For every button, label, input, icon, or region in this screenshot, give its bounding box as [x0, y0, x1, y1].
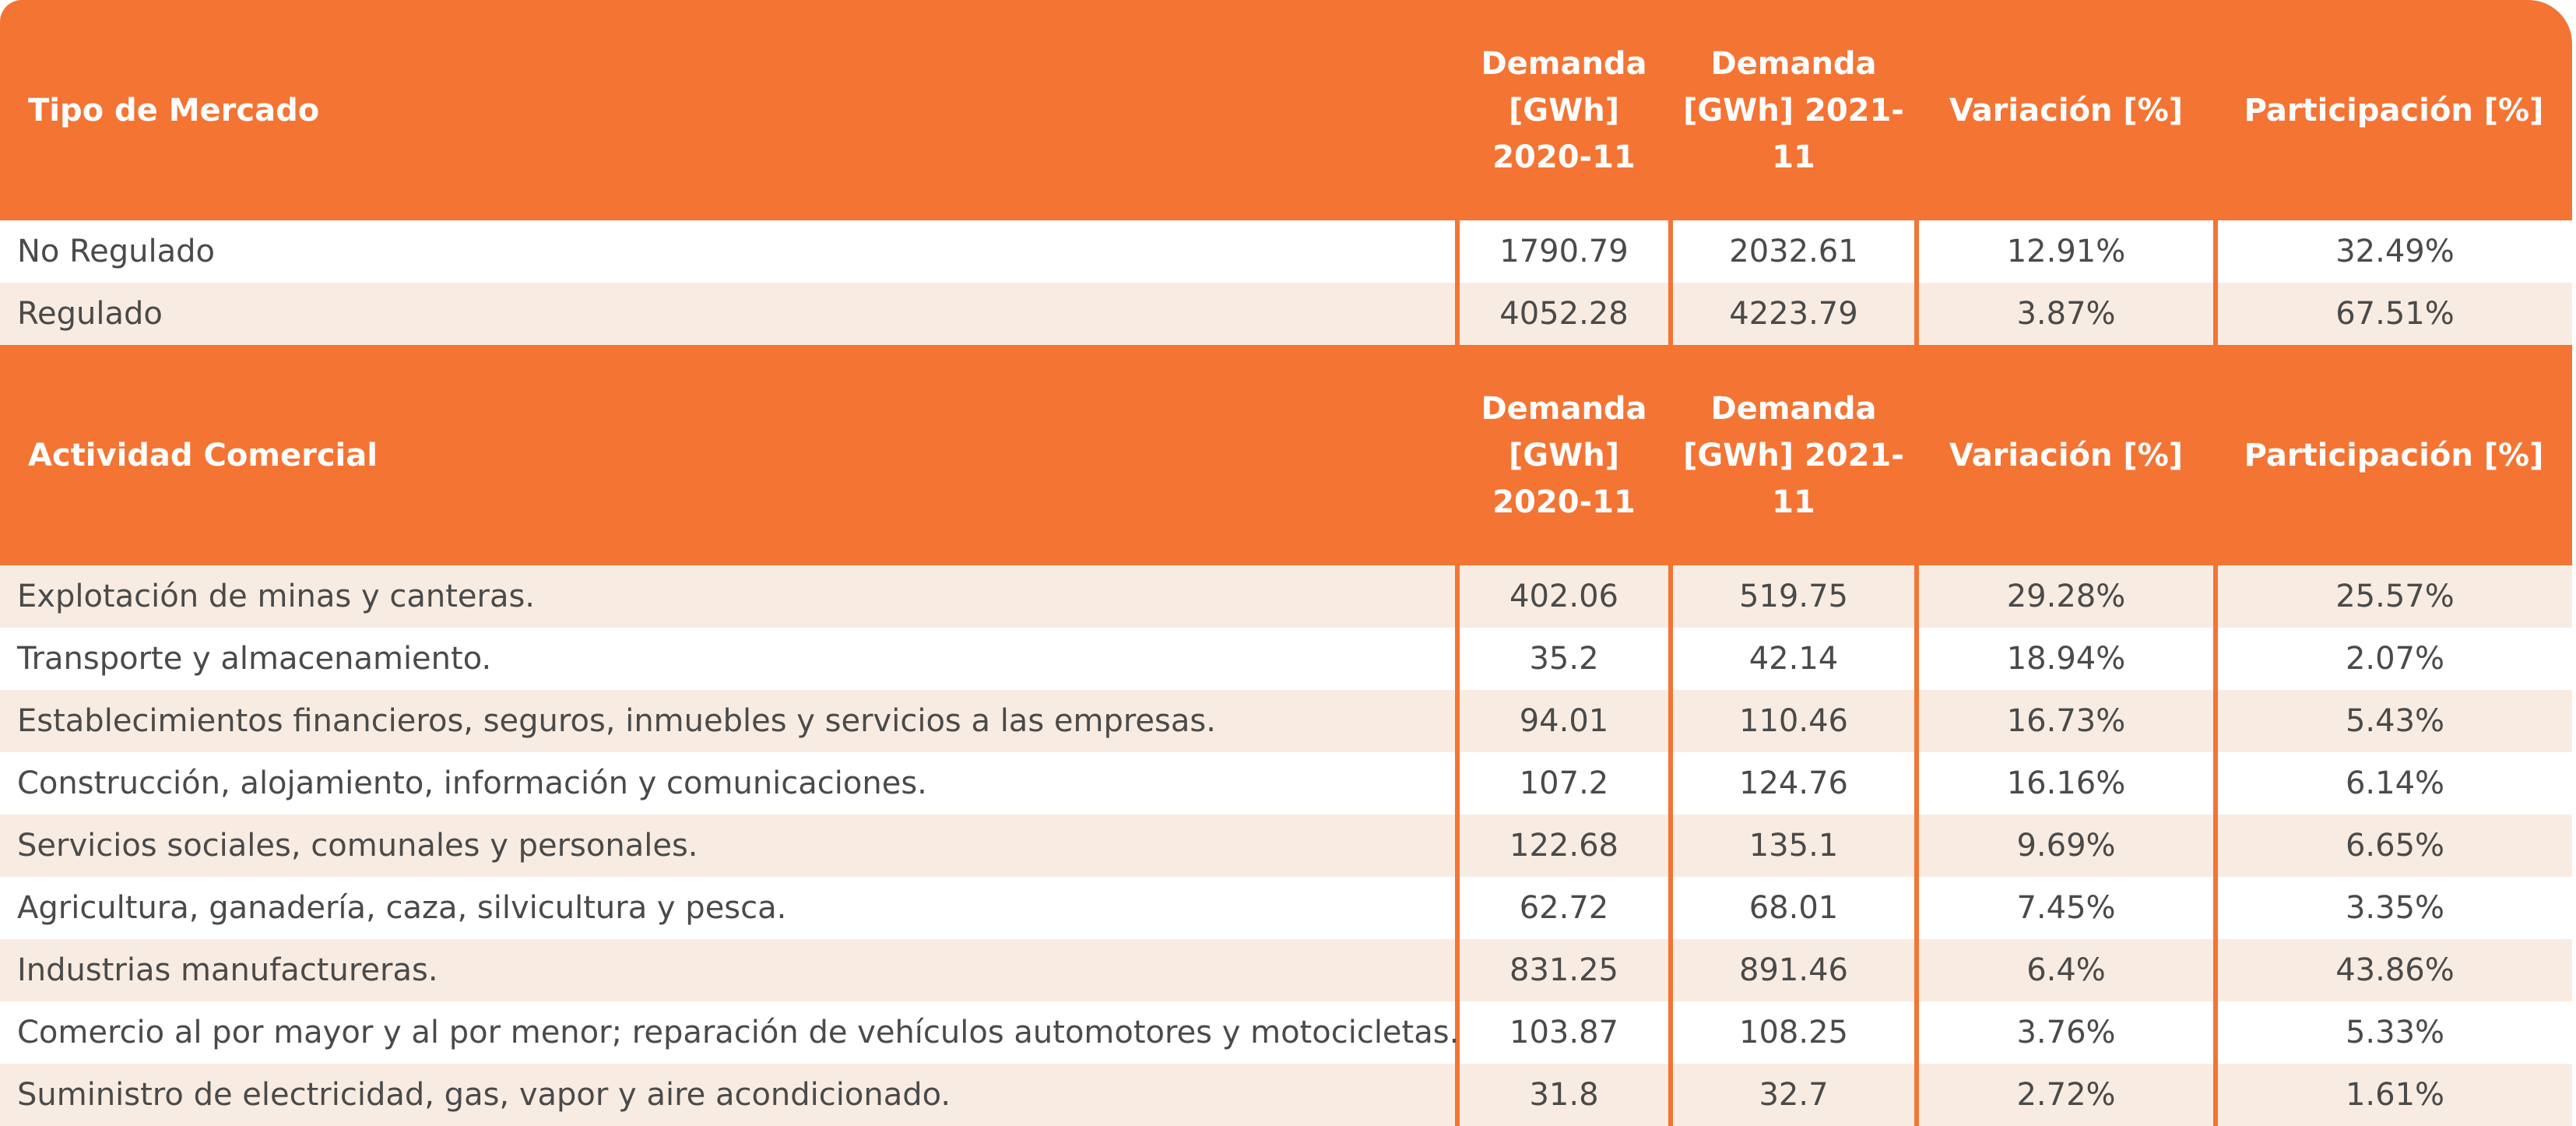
demand-2020-cell: 31.8 [1455, 1064, 1671, 1126]
activity-row: Comercio al por mayor y al por menor; re… [0, 1001, 2572, 1064]
row-label: Establecimientos financieros, seguros, i… [0, 690, 1457, 752]
row-label: Suministro de electricidad, gas, vapor y… [0, 1064, 1457, 1126]
activity-row: Construcción, alojamiento, información y… [0, 752, 2572, 815]
variation-cell: 3.87% [1914, 283, 2216, 345]
demand-2021-cell: 108.25 [1668, 1001, 1917, 1064]
activity-row: Servicios sociales, comunales y personal… [0, 815, 2572, 877]
demand-2020-cell: 35.2 [1455, 628, 1671, 690]
share-cell: 3.35% [2213, 877, 2572, 939]
market-row: No Regulado 1790.79 2032.61 12.91% 32.49% [0, 220, 2572, 283]
demand-2020-cell: 4052.28 [1455, 283, 1671, 345]
row-label: No Regulado [0, 220, 1457, 283]
market-header-row: Tipo de Mercado Demanda [GWh] 2020-11 De… [0, 0, 2572, 220]
activity-row: Explotación de minas y canteras. 402.06 51… [0, 565, 2572, 628]
demand-2021-cell: 32.7 [1668, 1064, 1917, 1126]
share-cell: 1.61% [2213, 1064, 2572, 1126]
market-header-demand-2021: Demanda [GWh] 2021-11 [1671, 0, 1917, 220]
demand-2020-cell: 1790.79 [1455, 220, 1671, 283]
share-cell: 2.07% [2213, 628, 2572, 690]
row-label: Comercio al por mayor y al por menor; re… [0, 1001, 1459, 1064]
variation-cell: 7.45% [1914, 877, 2216, 939]
variation-cell: 3.76% [1914, 1001, 2216, 1064]
share-cell: 5.43% [2213, 690, 2572, 752]
demand-2020-cell: 107.2 [1455, 752, 1671, 815]
variation-cell: 12.91% [1914, 220, 2216, 283]
market-header-share: Participación [%] [2216, 0, 2572, 220]
row-label: Industrias manufactureras. [0, 939, 1457, 1001]
activity-row: Agricultura, ganadería, caza, silvicultu… [0, 877, 2572, 939]
demand-2021-cell: 124.76 [1668, 752, 1917, 815]
demand-2021-cell: 891.46 [1668, 939, 1917, 1001]
demand-2021-cell: 68.01 [1668, 877, 1917, 939]
variation-cell: 29.28% [1914, 565, 2216, 628]
share-cell: 5.33% [2213, 1001, 2572, 1064]
activity-row: Transporte y almacenamiento. 35.2 42.14 18.… [0, 628, 2572, 690]
variation-cell: 6.4% [1914, 939, 2216, 1001]
share-cell: 25.57% [2213, 565, 2572, 628]
demand-2020-cell: 122.68 [1455, 815, 1671, 877]
row-label: Transporte y almacenamiento. [0, 628, 1457, 690]
activity-header-variation: Variación [%] [1917, 345, 2216, 565]
variation-cell: 9.69% [1914, 815, 2216, 877]
variation-cell: 2.72% [1914, 1064, 2216, 1126]
variation-cell: 18.94% [1914, 628, 2216, 690]
share-cell: 43.86% [2213, 939, 2572, 1001]
variation-cell: 16.73% [1914, 690, 2216, 752]
demand-2021-cell: 135.1 [1668, 815, 1917, 877]
demand-2021-cell: 519.75 [1668, 565, 1917, 628]
demand-2020-cell: 62.72 [1455, 877, 1671, 939]
activity-header-demand-2020: Demanda [GWh] 2020-11 [1457, 345, 1671, 565]
row-label: Explotación de minas y canteras. [0, 565, 1457, 628]
activity-row: Suministro de electricidad, gas, vapor y… [0, 1064, 2572, 1126]
activity-row: Industrias manufactureras. 831.25 891.46 6.… [0, 939, 2572, 1001]
share-cell: 6.14% [2213, 752, 2572, 815]
row-label: Construcción, alojamiento, información y… [0, 752, 1457, 815]
variation-cell: 16.16% [1914, 752, 2216, 815]
row-label: Agricultura, ganadería, caza, silvicultu… [0, 877, 1457, 939]
market-header-demand-2020: Demanda [GWh] 2020-11 [1457, 0, 1671, 220]
activity-header-demand-2021: Demanda [GWh] 2021-11 [1671, 345, 1917, 565]
demand-2021-cell: 42.14 [1668, 628, 1917, 690]
activity-header-share: Participación [%] [2216, 345, 2572, 565]
row-label: Regulado [0, 283, 1457, 345]
share-cell: 6.65% [2213, 815, 2572, 877]
activity-row: Establecimientos financieros, seguros, i… [0, 690, 2572, 752]
demand-2020-cell: 831.25 [1455, 939, 1671, 1001]
demand-2020-cell: 402.06 [1455, 565, 1671, 628]
activity-header-label: Actividad Comercial [0, 345, 1457, 565]
market-row: Regulado 4052.28 4223.79 3.87% 67.51% [0, 283, 2572, 345]
demand-2020-cell: 103.87 [1455, 1001, 1671, 1064]
market-header-variation: Variación [%] [1917, 0, 2216, 220]
share-cell: 67.51% [2213, 283, 2572, 345]
share-cell: 32.49% [2213, 220, 2572, 283]
demand-2021-cell: 110.46 [1668, 690, 1917, 752]
demand-2020-cell: 94.01 [1455, 690, 1671, 752]
row-label: Servicios sociales, comunales y personal… [0, 815, 1457, 877]
demand-2021-cell: 2032.61 [1668, 220, 1917, 283]
demand-2021-cell: 4223.79 [1668, 283, 1917, 345]
activity-header-row: Actividad Comercial Demanda [GWh] 2020-11… [0, 345, 2572, 565]
market-header-label: Tipo de Mercado [0, 0, 1457, 220]
